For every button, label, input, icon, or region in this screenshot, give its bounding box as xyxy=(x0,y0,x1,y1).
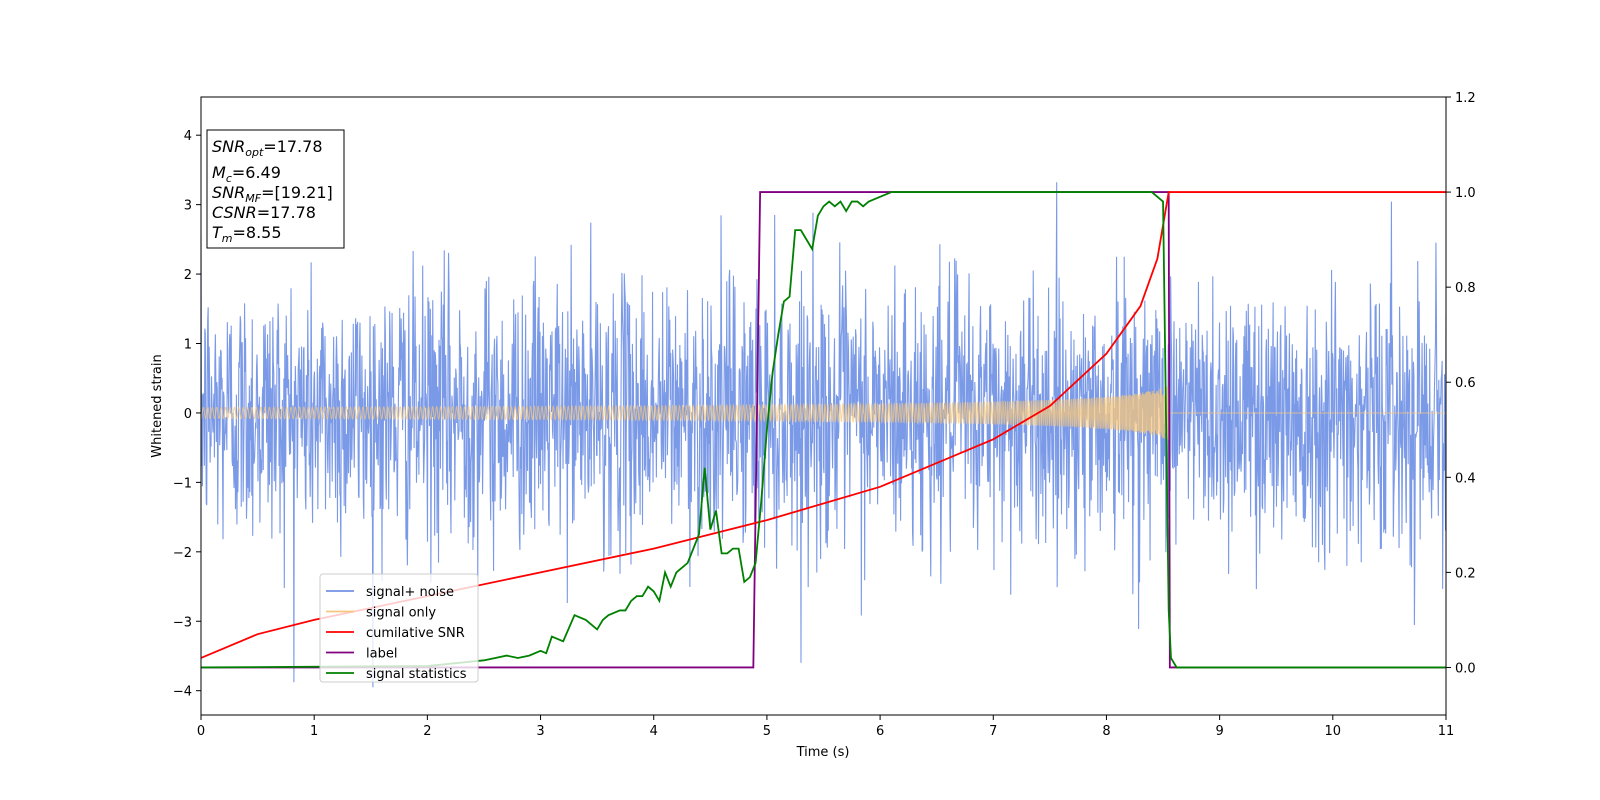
x-tick-label: 7 xyxy=(989,724,997,739)
x-tick-label: 3 xyxy=(536,724,544,739)
annotation-frame xyxy=(206,129,345,249)
series-line-signal-statistics xyxy=(201,191,1446,669)
plot-frame xyxy=(200,96,1447,716)
annotation-snr-opt: SNRopt=17.78 xyxy=(212,137,323,159)
annotation-tm: Tm=8.55 xyxy=(212,223,282,245)
x-axis: 0 1 2 3 4 5 6 7 8 9 10 11 xyxy=(197,715,1454,739)
x-tick-label: 0 xyxy=(197,724,205,739)
x-tick-label: 1 xyxy=(310,724,318,739)
x-tick-label: 2 xyxy=(423,724,431,739)
legend-label: signal+ noise xyxy=(366,585,454,600)
annotation-csnr: CSNR=17.78 xyxy=(212,203,316,222)
y-left-tick-label: 0 xyxy=(184,407,192,422)
y-axis-label: Whitened strain xyxy=(150,354,165,457)
x-tick-label: 4 xyxy=(650,724,658,739)
y-right-tick-label: 1.2 xyxy=(1455,91,1476,106)
y-right-tick-label: 0.2 xyxy=(1455,566,1476,581)
y-right-tick-label: 1.0 xyxy=(1455,186,1476,201)
legend-label: label xyxy=(366,647,397,662)
signal-plus-noise-line xyxy=(201,182,1446,688)
legend-label: signal only xyxy=(366,606,436,621)
y-left-tick-label: −4 xyxy=(173,685,192,700)
y-right-tick-label: 0.0 xyxy=(1455,661,1476,676)
x-tick-label: 8 xyxy=(1102,724,1110,739)
x-tick-label: 11 xyxy=(1438,724,1455,739)
series-signal-only xyxy=(201,385,1446,441)
annotation-snr-mf: SNRMF=[19.21] xyxy=(212,183,333,205)
legend: signal+ noise signal only cumilative SNR la… xyxy=(319,573,479,683)
y-axis-left: −4 −3 −2 −1 0 1 2 3 4 xyxy=(173,129,201,700)
legend-frame xyxy=(319,573,479,683)
x-tick-label: 10 xyxy=(1325,724,1342,739)
legend-items: signal+ noise signal only cumilative SNR la… xyxy=(326,585,467,682)
series-signal-plus-noise xyxy=(201,182,1446,688)
x-tick-label: 5 xyxy=(763,724,771,739)
legend-label: cumilative SNR xyxy=(366,626,465,641)
y-left-tick-label: −3 xyxy=(173,615,192,630)
y-left-tick-label: 4 xyxy=(184,129,192,144)
x-tick-label: 9 xyxy=(1215,724,1223,739)
y-left-tick-label: −2 xyxy=(173,546,192,561)
y-left-tick-label: 3 xyxy=(184,199,192,214)
y-axis-right: 0.0 0.2 0.4 0.6 0.8 1.0 1.2 xyxy=(1446,91,1476,676)
signal-only-line xyxy=(201,385,1446,441)
x-tick-label: 6 xyxy=(876,724,884,739)
y-right-tick-label: 0.4 xyxy=(1455,471,1476,486)
y-left-tick-label: 2 xyxy=(184,268,192,283)
annotation-box: SNRopt=17.78 Mc=6.49 SNRMF=[19.21] CSNR=… xyxy=(206,129,345,249)
annotation-mc: Mc=6.49 xyxy=(212,163,281,185)
y-right-tick-label: 0.6 xyxy=(1455,376,1476,391)
y-left-tick-label: −1 xyxy=(173,476,192,491)
legend-label: signal statistics xyxy=(366,667,467,682)
y-right-tick-label: 0.8 xyxy=(1455,281,1476,296)
y-left-tick-label: 1 xyxy=(184,338,192,353)
x-axis-label: Time (s) xyxy=(796,745,850,760)
